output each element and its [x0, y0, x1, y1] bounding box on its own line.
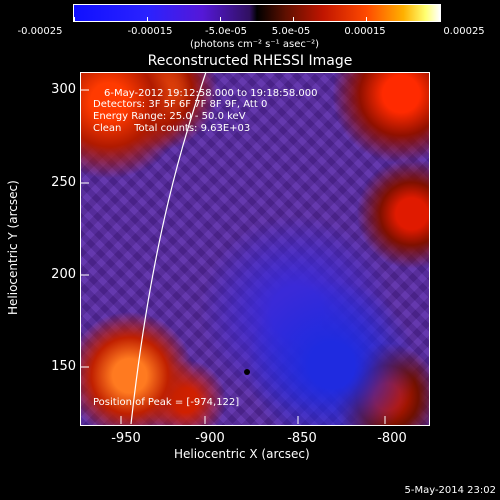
colorbar-tick-label: 0.00015	[344, 26, 386, 37]
colorbar-tick-mark	[147, 17, 148, 21]
peak-position-text: Position of Peak = [-974,122]	[93, 397, 240, 408]
colorbar-tick-mark	[74, 17, 75, 21]
peak-marker	[244, 369, 250, 375]
y-tick-label: 300	[51, 82, 76, 97]
energy-range-text: Energy Range: 25.0 - 50.0 keV	[93, 111, 246, 122]
image-title: Reconstructed RHESSI Image	[147, 53, 353, 69]
colorbar-tick-label: -0.00015	[127, 26, 173, 37]
solar-limb-line	[130, 71, 207, 425]
time-range-text: 6-May-2012 19:12:58.000 to 19:18:58.000	[104, 88, 318, 99]
colorbar-tick-mark	[293, 17, 294, 21]
colorbar-tick-label: 5.0e-05	[271, 26, 311, 37]
footer-date: 5-May-2014 23:02	[404, 485, 496, 496]
x-axis-label: Heliocentric X (arcsec)	[174, 447, 310, 461]
y-axis-label: Heliocentric Y (arcsec)	[6, 180, 20, 315]
detectors-text: Detectors: 3F 5F 6F 7F 8F 9F, Att 0	[93, 99, 268, 110]
clean-counts-text: Clean Total counts: 9.63E+03	[93, 123, 251, 134]
y-tick-label: 250	[51, 175, 76, 190]
x-tick-label: -950	[111, 431, 141, 446]
colorbar-tick-label: -5.0e-05	[205, 26, 247, 37]
colorbar-unit: (photons cm⁻² s⁻¹ asec⁻²)	[190, 39, 320, 50]
x-tick-label: -800	[377, 431, 407, 446]
colorbar-tick-label: -0.00025	[17, 26, 63, 37]
colorbar-tick-mark	[439, 17, 440, 21]
x-tick-label: -850	[287, 431, 317, 446]
y-tick-label: 200	[51, 267, 76, 282]
colorbar	[73, 4, 441, 22]
y-tick-label: 150	[51, 359, 76, 374]
colorbar-tick-label: 0.00025	[443, 26, 485, 37]
x-tick-label: -900	[195, 431, 225, 446]
colorbar-tick-mark	[220, 17, 221, 21]
solar-image-plot	[80, 72, 430, 426]
colorbar-tick-mark	[366, 17, 367, 21]
